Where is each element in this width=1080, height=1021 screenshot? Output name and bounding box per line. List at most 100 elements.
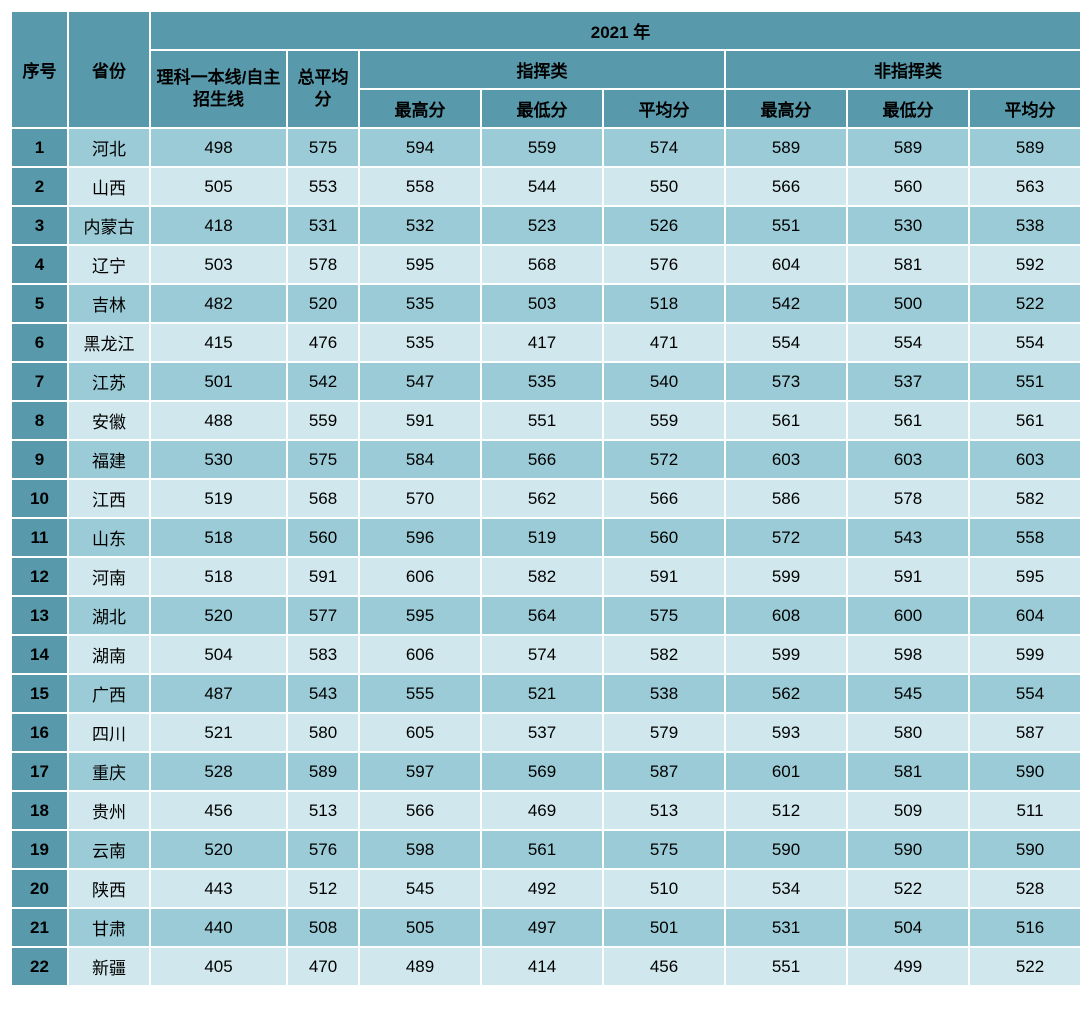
cell-total-avg: 576 — [288, 831, 358, 868]
cell-cmd-max: 558 — [360, 168, 480, 205]
cell-index: 17 — [12, 753, 67, 790]
cell-province: 陕西 — [69, 870, 149, 907]
cell-index: 18 — [12, 792, 67, 829]
cell-cmd-min: 523 — [482, 207, 602, 244]
cell-cmd-avg: 591 — [604, 558, 724, 595]
cell-index: 12 — [12, 558, 67, 595]
cell-cmd-min: 521 — [482, 675, 602, 712]
cell-noncmd-avg: 590 — [970, 831, 1080, 868]
cell-cmd-max: 605 — [360, 714, 480, 751]
cell-noncmd-min: 499 — [848, 948, 968, 985]
cell-baseline: 518 — [151, 558, 286, 595]
cell-cmd-min: 417 — [482, 324, 602, 361]
cell-cmd-min: 503 — [482, 285, 602, 322]
table-row: 21甘肃440508505497501531504516 — [12, 909, 1080, 946]
cell-total-avg: 578 — [288, 246, 358, 283]
cell-total-avg: 512 — [288, 870, 358, 907]
cell-index: 1 — [12, 129, 67, 166]
cell-total-avg: 520 — [288, 285, 358, 322]
cell-cmd-max: 505 — [360, 909, 480, 946]
cell-province: 贵州 — [69, 792, 149, 829]
table-row: 22新疆405470489414456551499522 — [12, 948, 1080, 985]
table-row: 10江西519568570562566586578582 — [12, 480, 1080, 517]
cell-cmd-avg: 560 — [604, 519, 724, 556]
col-header-command: 指挥类 — [360, 51, 724, 88]
cell-cmd-min: 562 — [482, 480, 602, 517]
cell-index: 5 — [12, 285, 67, 322]
cell-cmd-avg: 456 — [604, 948, 724, 985]
col-header-noncmd-min: 最低分 — [848, 90, 968, 127]
cell-cmd-min: 564 — [482, 597, 602, 634]
cell-noncmd-max: 573 — [726, 363, 846, 400]
cell-noncmd-avg: 528 — [970, 870, 1080, 907]
cell-cmd-max: 606 — [360, 636, 480, 673]
cell-cmd-min: 566 — [482, 441, 602, 478]
cell-index: 6 — [12, 324, 67, 361]
cell-noncmd-min: 545 — [848, 675, 968, 712]
cell-noncmd-min: 530 — [848, 207, 968, 244]
cell-total-avg: 476 — [288, 324, 358, 361]
cell-noncmd-max: 601 — [726, 753, 846, 790]
cell-noncmd-max: 542 — [726, 285, 846, 322]
table-row: 5吉林482520535503518542500522 — [12, 285, 1080, 322]
cell-province: 福建 — [69, 441, 149, 478]
cell-noncmd-avg: 589 — [970, 129, 1080, 166]
cell-noncmd-avg: 516 — [970, 909, 1080, 946]
cell-cmd-avg: 582 — [604, 636, 724, 673]
cell-cmd-min: 537 — [482, 714, 602, 751]
table-row: 11山东518560596519560572543558 — [12, 519, 1080, 556]
cell-province: 湖南 — [69, 636, 149, 673]
table-row: 15广西487543555521538562545554 — [12, 675, 1080, 712]
cell-cmd-avg: 540 — [604, 363, 724, 400]
cell-noncmd-max: 534 — [726, 870, 846, 907]
cell-noncmd-min: 581 — [848, 753, 968, 790]
cell-noncmd-max: 608 — [726, 597, 846, 634]
cell-cmd-max: 566 — [360, 792, 480, 829]
table-row: 4辽宁503578595568576604581592 — [12, 246, 1080, 283]
cell-index: 19 — [12, 831, 67, 868]
col-header-noncmd-max: 最高分 — [726, 90, 846, 127]
cell-cmd-avg: 501 — [604, 909, 724, 946]
cell-cmd-max: 606 — [360, 558, 480, 595]
cell-baseline: 456 — [151, 792, 286, 829]
table-row: 2山西505553558544550566560563 — [12, 168, 1080, 205]
cell-cmd-avg: 579 — [604, 714, 724, 751]
cell-index: 2 — [12, 168, 67, 205]
cell-cmd-avg: 513 — [604, 792, 724, 829]
cell-index: 21 — [12, 909, 67, 946]
cell-noncmd-max: 566 — [726, 168, 846, 205]
cell-baseline: 504 — [151, 636, 286, 673]
table-row: 14湖南504583606574582599598599 — [12, 636, 1080, 673]
cell-noncmd-min: 537 — [848, 363, 968, 400]
cell-cmd-avg: 471 — [604, 324, 724, 361]
cell-cmd-max: 535 — [360, 285, 480, 322]
cell-noncmd-avg: 604 — [970, 597, 1080, 634]
cell-baseline: 405 — [151, 948, 286, 985]
cell-total-avg: 560 — [288, 519, 358, 556]
cell-province: 内蒙古 — [69, 207, 149, 244]
cell-province: 山西 — [69, 168, 149, 205]
cell-index: 4 — [12, 246, 67, 283]
table-row: 16四川521580605537579593580587 — [12, 714, 1080, 751]
cell-baseline: 443 — [151, 870, 286, 907]
table-row: 18贵州456513566469513512509511 — [12, 792, 1080, 829]
cell-cmd-avg: 574 — [604, 129, 724, 166]
cell-cmd-min: 535 — [482, 363, 602, 400]
table-body: 1河北4985755945595745895895892山西5055535585… — [12, 129, 1080, 985]
cell-cmd-avg: 575 — [604, 831, 724, 868]
table-row: 3内蒙古418531532523526551530538 — [12, 207, 1080, 244]
cell-total-avg: 580 — [288, 714, 358, 751]
cell-total-avg: 568 — [288, 480, 358, 517]
cell-baseline: 530 — [151, 441, 286, 478]
cell-province: 吉林 — [69, 285, 149, 322]
cell-cmd-avg: 576 — [604, 246, 724, 283]
cell-noncmd-min: 598 — [848, 636, 968, 673]
cell-noncmd-min: 509 — [848, 792, 968, 829]
table-row: 13湖北520577595564575608600604 — [12, 597, 1080, 634]
cell-cmd-min: 551 — [482, 402, 602, 439]
table-row: 20陕西443512545492510534522528 — [12, 870, 1080, 907]
cell-index: 9 — [12, 441, 67, 478]
cell-total-avg: 542 — [288, 363, 358, 400]
cell-cmd-max: 591 — [360, 402, 480, 439]
cell-noncmd-avg: 558 — [970, 519, 1080, 556]
